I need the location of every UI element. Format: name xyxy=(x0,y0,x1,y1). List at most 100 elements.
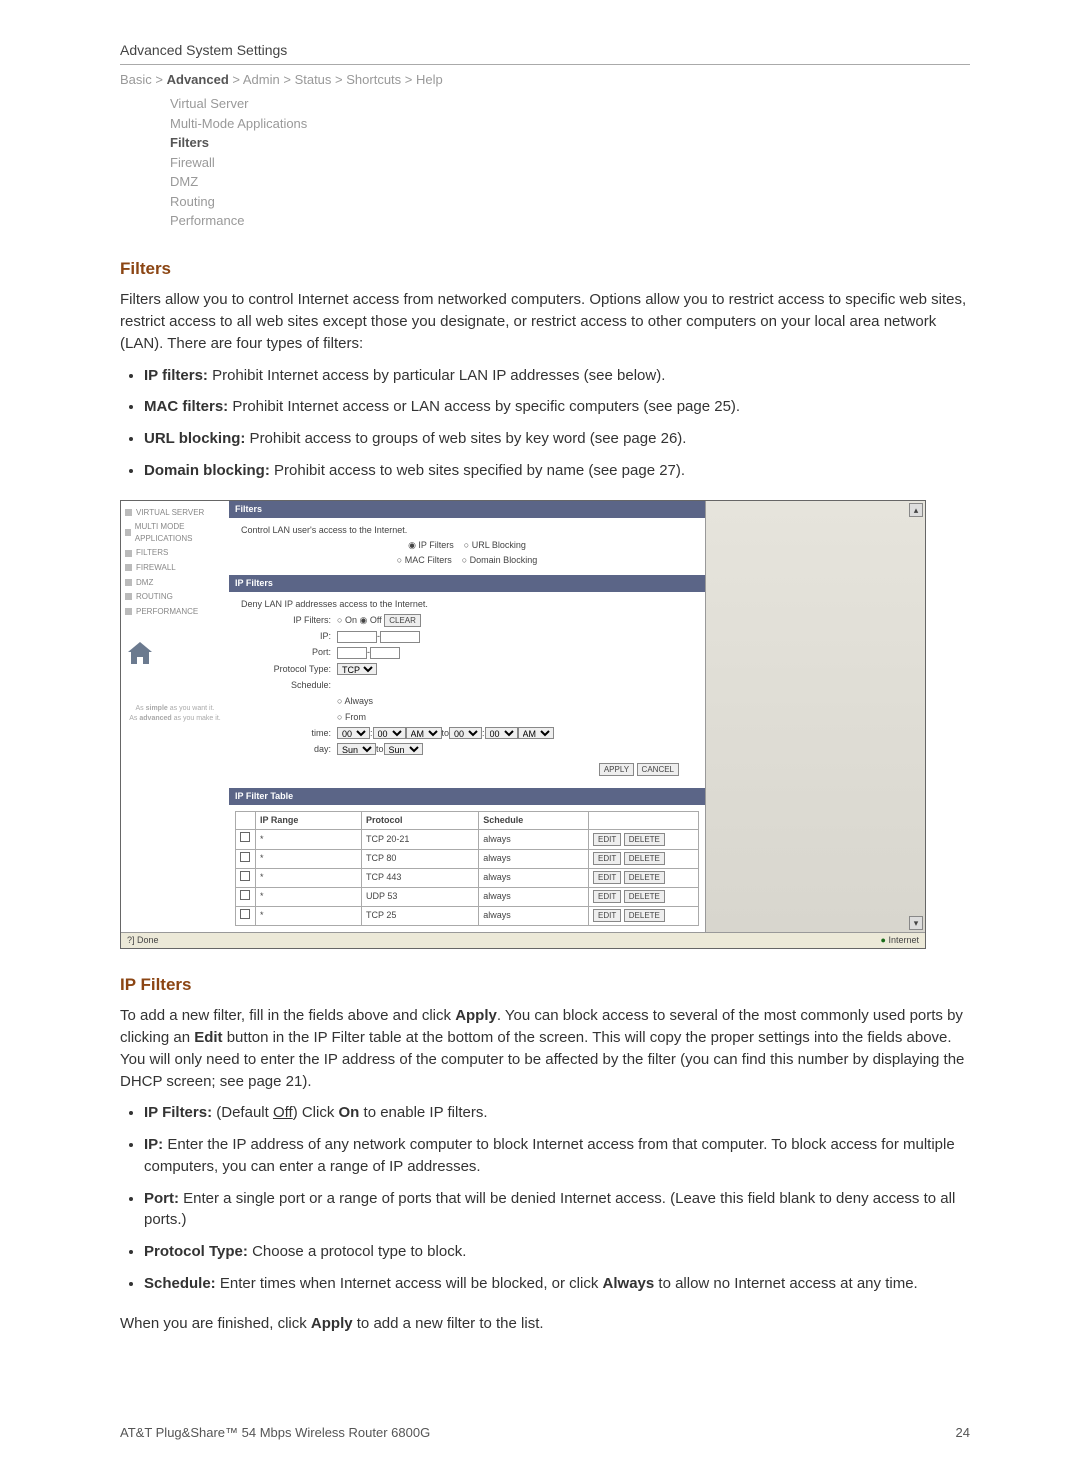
radio-label: From xyxy=(345,712,366,722)
sidebar-item-label: DMZ xyxy=(136,577,153,589)
cell-iprange: * xyxy=(256,868,362,887)
port-to-input[interactable] xyxy=(370,647,400,659)
sidebar-item[interactable]: DMZ xyxy=(125,577,225,589)
time-ap1[interactable]: AM xyxy=(406,727,442,739)
square-icon xyxy=(125,529,131,536)
subnav-virtual-server[interactable]: Virtual Server xyxy=(170,94,970,114)
th-schedule: Schedule xyxy=(479,812,589,830)
ss-right-panel xyxy=(705,501,925,932)
table-row: *TCP 20-21alwaysEDIT DELETE xyxy=(236,830,699,849)
time-h2[interactable]: 00 xyxy=(449,727,482,739)
subnav-multi-mode[interactable]: Multi-Mode Applications xyxy=(170,114,970,134)
protocol-select[interactable]: TCP xyxy=(337,663,377,675)
delete-button[interactable]: DELETE xyxy=(624,852,665,866)
time-h1[interactable]: 00 xyxy=(337,727,370,739)
port-from-input[interactable] xyxy=(337,647,367,659)
domain-blocking-radio[interactable]: ○ Domain Blocking xyxy=(462,555,537,565)
row-checkbox[interactable] xyxy=(240,871,250,881)
crumb-help[interactable]: Help xyxy=(416,72,443,87)
text: When you are finished, click xyxy=(120,1315,311,1332)
subnav-routing[interactable]: Routing xyxy=(170,192,970,212)
ipfilters-intro: To add a new filter, fill in the fields … xyxy=(120,1005,970,1092)
cell-iprange: * xyxy=(256,906,362,925)
row-checkbox[interactable] xyxy=(240,890,250,900)
from-radio[interactable]: ○ From xyxy=(337,711,366,724)
list-item: Domain blocking: Prohibit access to web … xyxy=(144,460,970,482)
time-m1[interactable]: 00 xyxy=(373,727,406,739)
subnav-dmz[interactable]: DMZ xyxy=(170,172,970,192)
off-radio[interactable]: ◉ Off xyxy=(359,614,381,627)
sidebar-item[interactable]: VIRTUAL SERVER xyxy=(125,507,225,519)
list-item: URL blocking: Prohibit access to groups … xyxy=(144,428,970,450)
deny-text: Deny LAN IP addresses access to the Inte… xyxy=(241,598,693,611)
day-from[interactable]: Sun xyxy=(337,743,376,755)
ipfilters-fields-list: IP Filters: (Default Off) Click On to en… xyxy=(144,1102,970,1294)
sidebar-item[interactable]: FILTERS xyxy=(125,547,225,559)
edit-button[interactable]: EDIT xyxy=(593,890,621,904)
edit-button[interactable]: EDIT xyxy=(593,833,621,847)
router-screenshot: ▴ ▾ VIRTUAL SERVER MULTI MODE APPLICATIO… xyxy=(120,500,926,949)
delete-button[interactable]: DELETE xyxy=(624,890,665,904)
crumb-basic[interactable]: Basic xyxy=(120,72,152,87)
cell-schedule: always xyxy=(479,868,589,887)
desc: Prohibit access to groups of web sites b… xyxy=(245,430,686,447)
square-icon xyxy=(125,608,132,615)
delete-button[interactable]: DELETE xyxy=(624,833,665,847)
apply-term: Apply xyxy=(311,1315,353,1332)
subnav-filters[interactable]: Filters xyxy=(170,133,970,153)
url-blocking-radio[interactable]: ○ URL Blocking xyxy=(464,540,526,550)
radio-label: IP Filters xyxy=(418,540,453,550)
crumb-status[interactable]: Status xyxy=(295,72,332,87)
edit-button[interactable]: EDIT xyxy=(593,871,621,885)
term: Domain blocking: xyxy=(144,462,270,479)
on-radio[interactable]: ○ On xyxy=(337,614,357,627)
edit-term: Edit xyxy=(194,1029,222,1046)
day-to[interactable]: Sun xyxy=(384,743,423,755)
th-blank xyxy=(236,812,256,830)
house-icon xyxy=(125,640,155,666)
term: Schedule: xyxy=(144,1275,216,1292)
cell-iprange: * xyxy=(256,830,362,849)
delete-button[interactable]: DELETE xyxy=(624,871,665,885)
time-m2[interactable]: 00 xyxy=(485,727,518,739)
edit-button[interactable]: EDIT xyxy=(593,909,621,923)
sidebar-item-label: FILTERS xyxy=(136,547,168,559)
cell-schedule: always xyxy=(479,849,589,868)
sidebar-item[interactable]: ROUTING xyxy=(125,591,225,603)
subnav-firewall[interactable]: Firewall xyxy=(170,153,970,173)
term: URL blocking: xyxy=(144,430,245,447)
mac-filters-radio[interactable]: ○ MAC Filters xyxy=(397,555,452,565)
status-bar: ?] Done ● Internet xyxy=(121,932,925,948)
ip-filters-radio[interactable]: ◉ IP Filters xyxy=(408,540,454,550)
radio-label: Off xyxy=(370,615,382,625)
edit-button[interactable]: EDIT xyxy=(593,852,621,866)
crumb-advanced[interactable]: Advanced xyxy=(167,72,229,87)
radio-label: URL Blocking xyxy=(472,540,526,550)
row-checkbox[interactable] xyxy=(240,852,250,862)
text: to enable IP filters. xyxy=(359,1104,487,1121)
ip-to-input[interactable] xyxy=(380,631,420,643)
scroll-down-icon[interactable]: ▾ xyxy=(909,916,923,930)
sidebar-item[interactable]: PERFORMANCE xyxy=(125,606,225,618)
ip-from-input[interactable] xyxy=(337,631,377,643)
always-radio[interactable]: ○ Always xyxy=(337,695,373,708)
text: Enter times when Internet access will be… xyxy=(216,1275,603,1292)
cancel-button[interactable]: CANCEL xyxy=(637,763,679,777)
cell-protocol: UDP 53 xyxy=(362,887,479,906)
clear-button[interactable]: CLEAR xyxy=(384,614,421,628)
delete-button[interactable]: DELETE xyxy=(624,909,665,923)
crumb-shortcuts[interactable]: Shortcuts xyxy=(346,72,401,87)
crumb-admin[interactable]: Admin xyxy=(243,72,280,87)
apply-button[interactable]: APPLY xyxy=(599,763,634,777)
scroll-up-icon[interactable]: ▴ xyxy=(909,503,923,517)
row-checkbox[interactable] xyxy=(240,909,250,919)
radio-label: Domain Blocking xyxy=(470,555,538,565)
text: button in the IP Filter table at the bot… xyxy=(120,1029,964,1090)
sidebar-item[interactable]: MULTI MODE APPLICATIONS xyxy=(125,521,225,544)
subnav-performance[interactable]: Performance xyxy=(170,211,970,231)
schedule-label: Schedule: xyxy=(241,679,331,692)
sidebar-item[interactable]: FIREWALL xyxy=(125,562,225,574)
time-ap2[interactable]: AM xyxy=(518,727,554,739)
row-checkbox[interactable] xyxy=(240,832,250,842)
square-icon xyxy=(125,593,132,600)
